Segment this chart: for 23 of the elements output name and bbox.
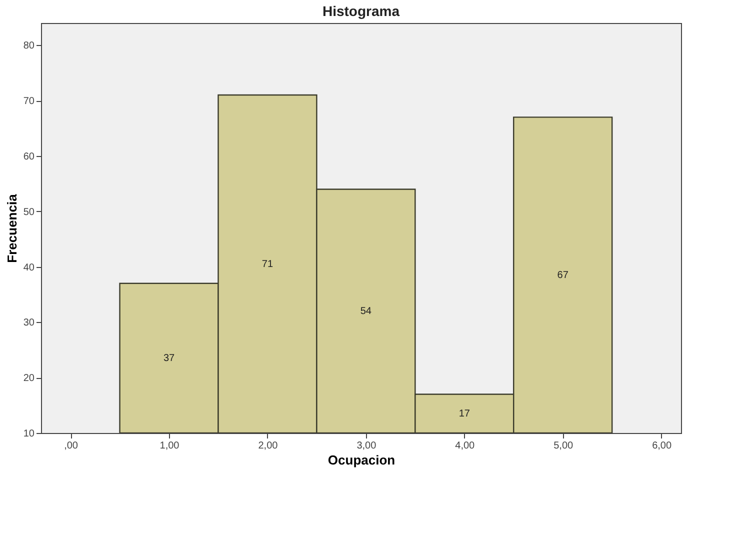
x-tick-label: ,00 [64,440,78,452]
data-label: 54 [360,306,372,318]
chart-title: Histograma [322,3,400,19]
y-tick-label: 30 [23,318,35,329]
x-axis-title: Ocupacion [328,452,396,468]
x-tick-label: 1,00 [160,440,180,452]
y-axis-title: Frecuencia [4,193,20,263]
x-tick-label: 6,00 [652,440,672,452]
y-tick-label: 10 [23,428,35,440]
y-tick-label: 50 [23,206,35,218]
y-tick-label: 70 [23,96,35,108]
x-tick-label: 3,00 [356,440,377,452]
x-tick-label: 2,00 [258,440,278,452]
y-tick-label: 60 [23,151,35,162]
y-tick-label: 20 [23,373,35,384]
y-tick-label: 80 [23,40,35,52]
data-label: 37 [163,353,175,364]
y-tick-label: 40 [23,262,35,274]
data-label: 17 [458,408,470,420]
data-label: 67 [557,270,569,282]
x-tick-label: 5,00 [554,440,574,452]
data-label: 71 [262,259,274,270]
x-tick-label: 4,00 [455,440,476,452]
